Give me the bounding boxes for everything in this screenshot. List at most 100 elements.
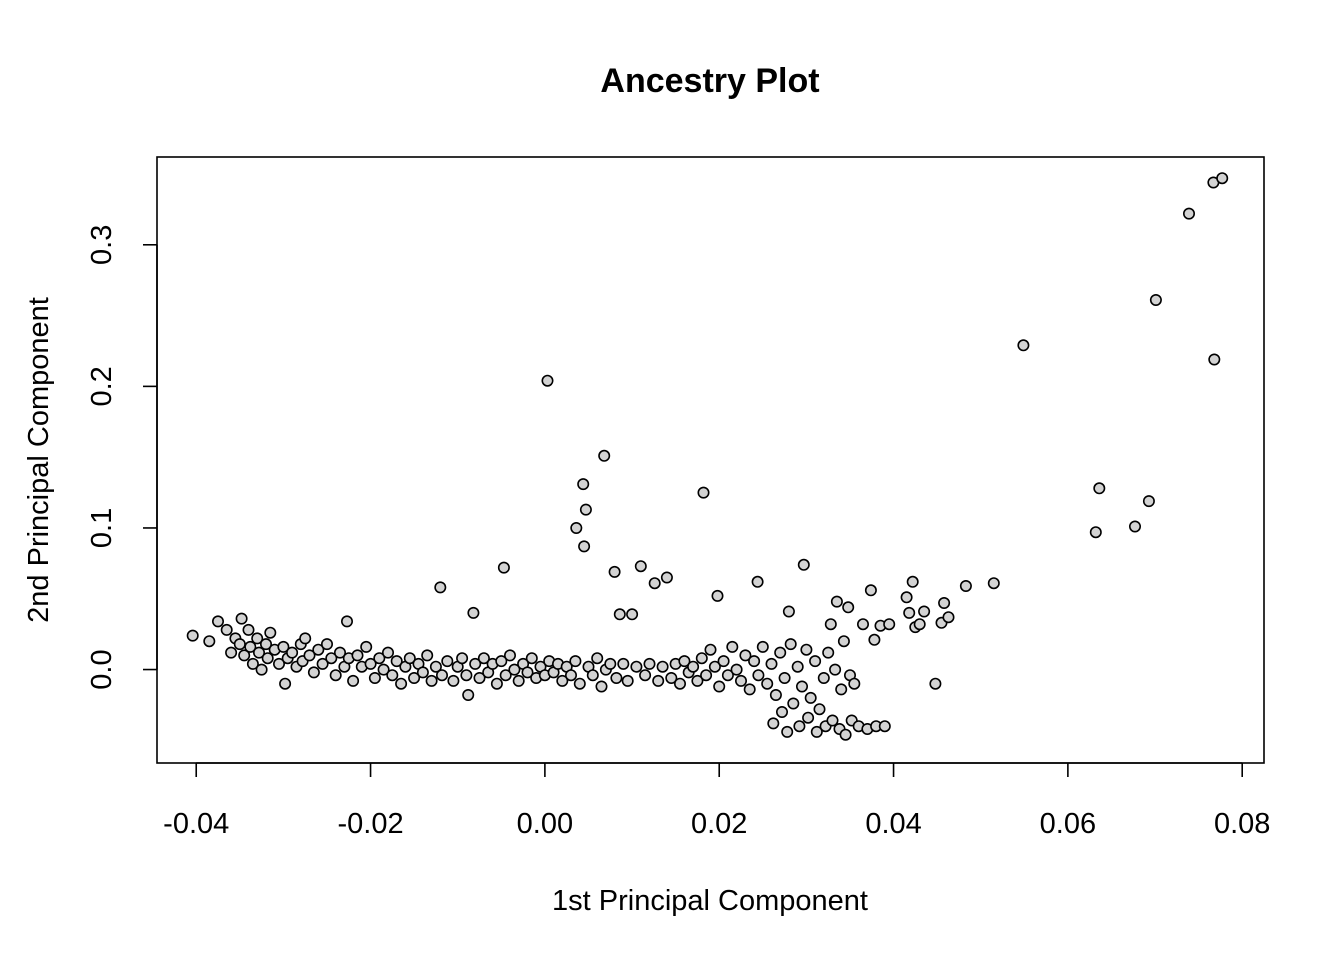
data-point (403, 652, 416, 665)
data-point (462, 688, 475, 701)
data-point (839, 728, 852, 741)
data-point (809, 655, 822, 668)
data-point (525, 652, 538, 665)
data-point (1149, 293, 1162, 306)
data-point (456, 652, 469, 665)
x-axis: -0.04 -0.02 0.00 0.02 0.04 0.06 0.08 (163, 762, 1270, 840)
data-point (726, 640, 739, 653)
data-point (795, 680, 808, 693)
data-point (499, 669, 512, 682)
data-point (648, 577, 661, 590)
data-point (203, 635, 216, 648)
data-point (774, 646, 787, 659)
data-point (906, 575, 919, 588)
x-tick-label: 0.02 (691, 808, 747, 840)
data-point (434, 581, 447, 594)
y-axis: 0.0 0.1 0.2 0.3 (86, 225, 158, 690)
data-point (235, 612, 248, 625)
data-point (225, 646, 238, 659)
data-point (1183, 207, 1196, 220)
data-point (868, 633, 881, 646)
data-point (591, 652, 604, 665)
data-point (775, 705, 788, 718)
data-point (842, 601, 855, 614)
data-point (351, 649, 364, 662)
data-point (730, 663, 743, 676)
data-point (242, 623, 255, 636)
data-point (246, 657, 259, 670)
data-point (244, 640, 257, 653)
data-point (373, 652, 386, 665)
data-point (721, 669, 734, 682)
data-point (691, 674, 704, 687)
data-point (1017, 339, 1030, 352)
data-point (800, 643, 813, 656)
data-point (660, 571, 673, 584)
data-point (782, 605, 795, 618)
data-point (238, 649, 251, 662)
data-point (220, 623, 233, 636)
data-point (564, 669, 577, 682)
data-point (255, 663, 268, 676)
data-point (360, 640, 373, 653)
data-point (425, 674, 438, 687)
data-point (708, 660, 721, 673)
data-point (251, 632, 264, 645)
data-point (813, 703, 826, 716)
data-point (212, 615, 225, 628)
data-point (503, 649, 516, 662)
data-point (878, 720, 891, 733)
data-point (556, 674, 569, 687)
data-point (837, 635, 850, 648)
data-point (634, 560, 647, 573)
data-point (233, 638, 246, 651)
data-point (316, 657, 329, 670)
data-point (752, 669, 765, 682)
data-point (598, 449, 611, 462)
data-point (364, 657, 377, 670)
data-point (639, 669, 652, 682)
data-point (739, 649, 752, 662)
data-point (377, 663, 390, 676)
data-point (761, 677, 774, 690)
x-tick-label: 0.06 (1040, 808, 1096, 840)
data-point (767, 717, 780, 730)
data-point (822, 646, 835, 659)
data-point (186, 629, 199, 642)
data-point (835, 683, 848, 696)
data-point (610, 671, 623, 684)
data-point (253, 646, 266, 659)
data-point (697, 486, 710, 499)
data-point (791, 660, 804, 673)
data-point (751, 575, 764, 588)
data-point (329, 669, 342, 682)
data-point (447, 674, 460, 687)
data-point (307, 666, 320, 679)
data-point (687, 660, 700, 673)
data-point (621, 674, 634, 687)
data-point (864, 584, 877, 597)
chart-title: Ancestry Plot (600, 62, 819, 100)
data-point (312, 643, 325, 656)
data-point (704, 643, 717, 656)
data-point (656, 660, 669, 673)
data-point (711, 589, 724, 602)
y-tick-label: 0.1 (86, 508, 118, 548)
data-point (665, 671, 678, 684)
x-tick-label: -0.04 (163, 808, 229, 840)
data-point (286, 646, 299, 659)
y-axis-label: 2nd Principal Component (23, 297, 55, 623)
data-point (810, 725, 823, 738)
data-point (569, 655, 582, 668)
data-point (630, 660, 643, 673)
data-point (626, 608, 639, 621)
data-point (643, 657, 656, 670)
data-point (900, 591, 913, 604)
data-point (617, 657, 630, 670)
x-tick-label: 0.04 (865, 808, 921, 840)
x-axis-label: 1st Principal Component (552, 885, 868, 917)
data-point (490, 677, 503, 690)
data-point (856, 618, 869, 631)
